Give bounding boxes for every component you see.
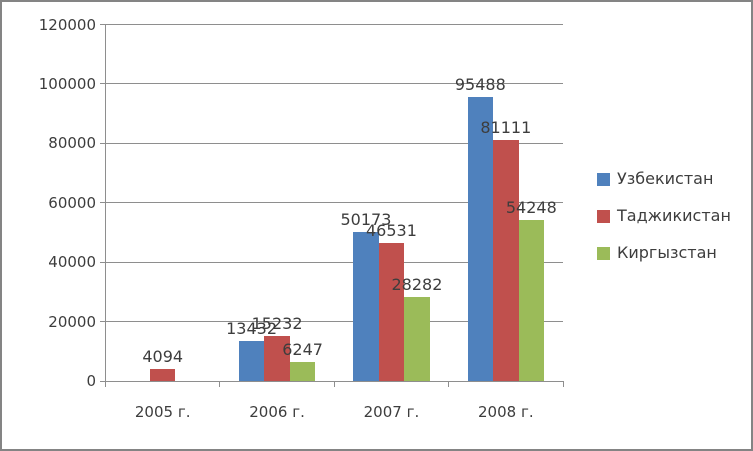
y-gridline <box>105 321 563 323</box>
y-axis-line <box>105 24 106 387</box>
y-axis-tick <box>99 142 106 144</box>
legend-swatch-icon <box>597 246 610 260</box>
y-gridline <box>105 261 563 263</box>
x-axis-tick <box>105 381 106 387</box>
y-axis-tick-label: 100000 <box>38 74 96 93</box>
y-gridline <box>105 202 563 204</box>
bar-series-2-category-2 <box>264 335 290 381</box>
x-axis-category-label: 2007 г. <box>363 403 420 421</box>
data-label: 15232 <box>251 313 303 333</box>
data-label: 81111 <box>480 118 532 138</box>
y-axis-tick-label: 20000 <box>48 312 96 331</box>
x-axis-tick <box>448 381 450 387</box>
data-label: 95488 <box>454 75 506 95</box>
data-label: 4094 <box>142 346 184 366</box>
y-gridline <box>105 83 563 85</box>
data-label: 28282 <box>391 274 443 294</box>
bar-series-2-category-4 <box>493 140 519 381</box>
bar-series-1-category-3 <box>353 231 379 381</box>
bar-series-3-category-4 <box>518 219 545 381</box>
x-axis-category-label: 2008 г. <box>478 403 534 421</box>
legend-label: Таджикистан <box>617 206 731 225</box>
legend-entry: Киргызстан <box>597 244 717 262</box>
bar-series-1-category-2 <box>238 341 265 381</box>
x-axis-tick <box>333 381 335 387</box>
legend-entry: Таджикистан <box>597 207 731 225</box>
y-axis-tick-label: 80000 <box>48 134 96 153</box>
x-axis-category-label: 2006 г. <box>249 403 305 421</box>
x-axis-category-label: 2005 г. <box>134 403 191 421</box>
legend-swatch-icon <box>597 172 610 186</box>
y-axis-tick-label: 40000 <box>48 253 96 272</box>
y-axis-tick <box>99 380 106 382</box>
data-label: 6247 <box>282 340 323 360</box>
x-axis-tick <box>562 381 564 387</box>
bar-series-2-category-1 <box>149 368 176 381</box>
y-axis-tick-label: 60000 <box>48 193 96 212</box>
legend-label: Киргызстан <box>617 243 717 262</box>
bar-series-3-category-3 <box>404 296 430 381</box>
y-axis-tick <box>99 261 106 263</box>
legend-label: Узбекистан <box>617 169 714 188</box>
data-label: 54248 <box>505 197 557 217</box>
bar-series-3-category-2 <box>289 362 316 381</box>
data-label: 46531 <box>365 220 417 240</box>
legend-entry: Узбекистан <box>597 170 713 188</box>
y-axis-tick <box>99 83 106 85</box>
y-axis-tick-label: 120000 <box>38 15 96 34</box>
data-label: 50173 <box>340 209 392 229</box>
y-axis-tick-label: 0 <box>86 372 96 390</box>
y-gridline <box>105 142 563 144</box>
data-label: 13432 <box>226 319 278 339</box>
bar-series-1-category-4 <box>467 97 494 381</box>
y-gridline <box>105 24 563 25</box>
y-axis-tick <box>99 24 106 25</box>
y-axis-tick <box>99 202 106 204</box>
legend-swatch-icon <box>597 209 610 223</box>
y-axis-tick <box>99 321 106 323</box>
bar-series-2-category-3 <box>378 242 405 381</box>
x-axis-tick <box>219 381 221 387</box>
